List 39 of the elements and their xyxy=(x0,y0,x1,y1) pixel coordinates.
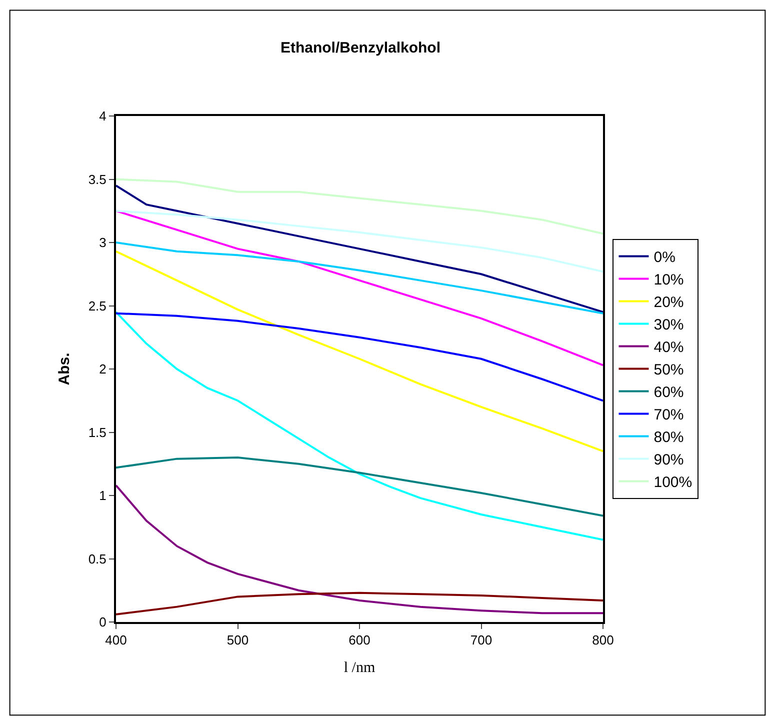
legend-label: 10% xyxy=(654,272,684,289)
legend-label: 20% xyxy=(654,294,684,312)
y-tick-label: 2.5 xyxy=(88,298,106,314)
line-series xyxy=(116,456,603,517)
legend-label: 0% xyxy=(654,249,676,266)
legend-label: 50% xyxy=(654,362,684,379)
legend-label: 90% xyxy=(654,452,684,469)
x-tick-label: 600 xyxy=(348,632,370,648)
line-series xyxy=(116,592,603,616)
x-tick-label: 400 xyxy=(105,632,127,648)
y-tick-label: 2 xyxy=(99,362,106,377)
line-series xyxy=(116,484,603,614)
y-tick-label: 3.5 xyxy=(88,172,106,187)
legend-label: 80% xyxy=(654,429,684,446)
line-series xyxy=(116,178,603,235)
y-tick-label: 0.5 xyxy=(88,551,106,566)
legend-label: 60% xyxy=(654,384,684,402)
line-series xyxy=(116,184,603,314)
x-tick-label: 700 xyxy=(470,632,492,648)
y-tick-label: 1 xyxy=(99,488,106,504)
line-series xyxy=(116,242,603,314)
x-tick-label: 800 xyxy=(592,632,614,648)
x-axis-title: l /nm xyxy=(344,660,376,676)
legend-label: 100% xyxy=(654,474,692,492)
y-tick-label: 3 xyxy=(99,235,106,250)
y-tick-label: 4 xyxy=(99,108,106,124)
legend-label: 40% xyxy=(654,339,684,356)
legend-label: 30% xyxy=(654,316,684,334)
line-series xyxy=(116,311,603,541)
line-series xyxy=(116,312,603,402)
x-tick-label: 500 xyxy=(226,632,249,648)
y-tick-label: 0 xyxy=(99,614,106,630)
y-tick-label: 1.5 xyxy=(88,424,106,440)
line-series xyxy=(116,210,603,366)
line-series xyxy=(116,210,603,273)
chart-title: Ethanol/Benzylalkohol xyxy=(280,40,441,57)
line-series xyxy=(116,250,603,452)
legend-label: 70% xyxy=(654,406,684,424)
y-axis-title: Abs. xyxy=(56,352,74,386)
